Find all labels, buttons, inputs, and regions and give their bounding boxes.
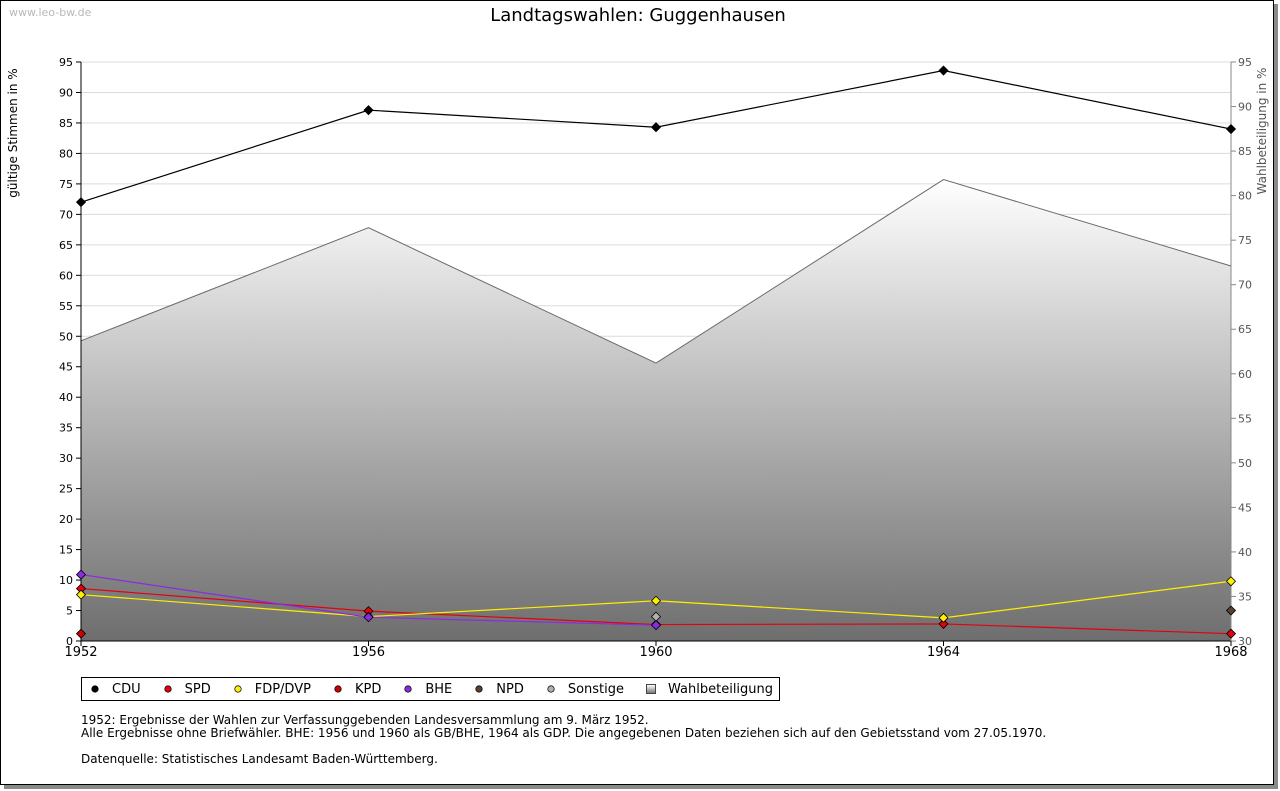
legend-marker — [474, 683, 485, 695]
y2-tick-label: 70 — [1238, 279, 1252, 292]
data-point-SPD — [1225, 628, 1237, 639]
y2-tick-label: 45 — [1238, 501, 1252, 514]
x-tick-label: 1960 — [639, 645, 672, 660]
chart-notes: 1952: Ergebnisse der Wahlen zur Verfassu… — [81, 714, 1046, 766]
data-point-CDU — [75, 197, 87, 208]
y-tick-label: 75 — [59, 178, 73, 191]
legend-item: CDU — [89, 681, 141, 697]
legend-label: KPD — [354, 681, 382, 697]
data-point-FDP/DVP — [1225, 576, 1237, 587]
turnout-line — [80, 179, 1232, 364]
data-point-KPD — [75, 628, 87, 639]
data-point-Sonstige — [650, 611, 662, 622]
x-tick-label: 1968 — [1214, 645, 1247, 660]
legend-item: NPD — [474, 682, 524, 697]
data-point-CDU — [650, 122, 662, 133]
y-tick-label: 65 — [59, 239, 73, 252]
y2-tick-label: 85 — [1238, 145, 1252, 158]
legend-label: FDP/DVP — [254, 681, 311, 697]
y2-tick-label: 30 — [1238, 635, 1252, 648]
data-point-BHE — [75, 569, 87, 580]
y2-tick-label: 80 — [1238, 190, 1252, 203]
y-tick-label: 0 — [66, 635, 73, 648]
note-line-2: Alle Ergebnisse ohne Briefwähler. BHE: 1… — [81, 726, 1047, 740]
turnout-area — [81, 179, 1231, 641]
data-point-FDP/DVP — [650, 595, 662, 606]
y2-tick-label: 75 — [1238, 234, 1252, 247]
x-tick-label: 1952 — [64, 645, 97, 660]
legend-item: BHE — [403, 682, 452, 697]
y-tick-label: 95 — [59, 56, 73, 69]
y-tick-label: 70 — [59, 208, 73, 221]
data-point-CDU — [363, 105, 374, 116]
legend-marker — [162, 683, 173, 695]
y-tick-label: 60 — [59, 269, 73, 282]
legend-item: KPD — [332, 681, 382, 697]
data-point-CDU — [1225, 123, 1237, 135]
legend-label: NPD — [496, 681, 524, 697]
legend-marker — [545, 683, 556, 695]
y-tick-label: 35 — [59, 422, 73, 435]
y2-tick-label: 35 — [1238, 590, 1252, 603]
legend-label: CDU — [112, 681, 141, 697]
legend-label: Wahlbeteiligung — [668, 681, 774, 697]
data-point-NPD — [1225, 605, 1237, 616]
chart-title: Landtagswahlen: Guggenhausen — [490, 5, 786, 26]
y2-tick-label: 40 — [1238, 546, 1252, 559]
y-tick-label: 45 — [59, 361, 73, 374]
y-axis-label: gültige Stimmen in % — [6, 68, 20, 197]
legend-marker — [332, 683, 344, 695]
y2-tick-label: 60 — [1238, 368, 1252, 381]
y-tick-label: 10 — [59, 574, 73, 587]
legend-marker — [89, 683, 101, 695]
y-tick-label: 85 — [59, 117, 73, 130]
y-tick-label: 15 — [59, 544, 73, 557]
y2-tick-label: 50 — [1238, 457, 1252, 470]
data-point-CDU — [938, 65, 949, 76]
note-line-1: 1952: Ergebnisse der Wahlen zur Verfassu… — [81, 713, 649, 727]
data-point-BHE — [363, 612, 374, 623]
series-line-CDU — [80, 69, 1232, 203]
data-source: Datenquelle: Statistisches Landesamt Bad… — [81, 752, 438, 766]
legend-item: Sonstige — [545, 681, 625, 697]
x-tick-label: 1956 — [352, 645, 385, 660]
legend-marker — [403, 683, 414, 695]
legend: CDU SPD FDP/DVP KPD BHE NPD Sonstige Wahlbeteil… — [81, 677, 781, 701]
y-tick-label: 5 — [66, 605, 73, 618]
axis-layer: 0 5 10 15 20 25 30 35 40 45 50 55 60 65 70 75 80 85 90 95 30… — [59, 56, 1252, 660]
legend-item: Wahlbeteiligung — [646, 682, 773, 697]
legend-item: SPD — [162, 681, 211, 697]
data-point-FDP/DVP — [938, 612, 949, 623]
y-tick-label: 30 — [59, 452, 73, 465]
y2-tick-label: 90 — [1238, 101, 1252, 114]
turnout-area-layer — [80, 179, 1232, 641]
y2-tick-label: 95 — [1238, 56, 1252, 69]
y2-tick-label: 55 — [1238, 412, 1252, 425]
y-tick-label: 80 — [59, 147, 73, 160]
y-tick-label: 55 — [59, 300, 73, 313]
series-layer — [75, 65, 1237, 639]
watermark: www.leo-bw.de — [9, 6, 92, 19]
data-point-BHE — [650, 620, 662, 631]
y-tick-label: 90 — [59, 86, 73, 99]
y-tick-label: 50 — [59, 330, 73, 343]
y2-tick-label: 65 — [1238, 323, 1252, 336]
data-point-FDP/DVP — [75, 589, 87, 600]
legend-label: Sonstige — [567, 681, 625, 697]
x-tick-label: 1964 — [927, 645, 960, 660]
legend-marker — [646, 684, 657, 694]
data-point-SPD — [938, 618, 949, 630]
legend-marker — [232, 683, 243, 695]
legend-label: BHE — [425, 681, 453, 697]
y-tick-label: 40 — [59, 391, 73, 404]
y-tick-label: 20 — [59, 513, 73, 526]
legend-label: SPD — [184, 681, 211, 697]
legend-item: FDP/DVP — [232, 681, 311, 697]
y2-axis-label: Wahlbeteiligung in % — [1255, 68, 1269, 195]
y-tick-label: 25 — [59, 483, 73, 496]
